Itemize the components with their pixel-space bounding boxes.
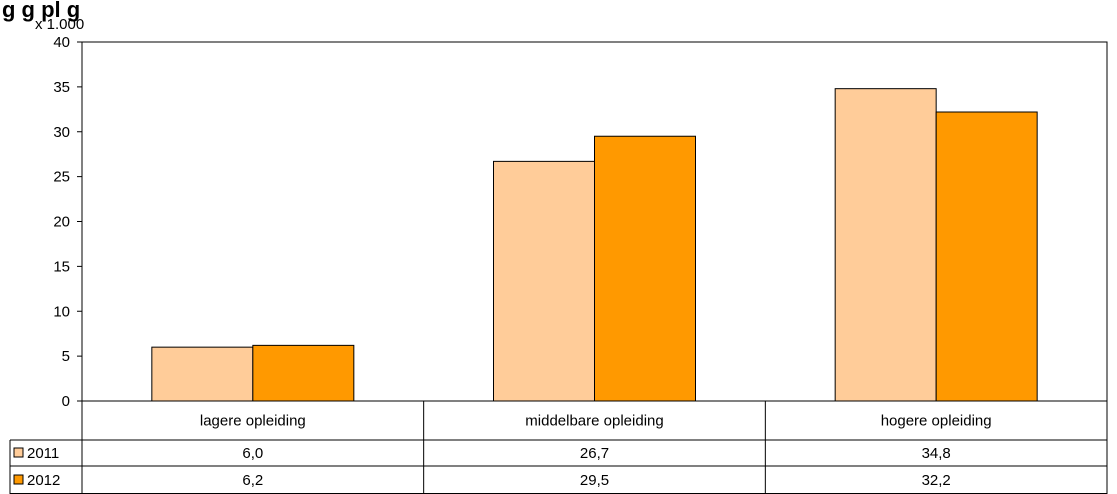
chart-title: g g pl g (2, 0, 80, 22)
value-label-2012-1: 29,5 (580, 472, 609, 489)
y-tick-label: 40 (53, 34, 70, 51)
value-label-2012-0: 6,2 (242, 472, 263, 489)
bar-2011-0 (151, 346, 254, 402)
y-tick-label: 10 (53, 303, 70, 320)
value-label-2011-2: 34,8 (922, 445, 951, 462)
value-label-2011-0: 6,0 (242, 445, 263, 462)
category-label: middelbare opleiding (525, 413, 663, 430)
bar-2011-1 (493, 160, 595, 402)
y-tick-label: 30 (53, 124, 70, 141)
value-label-2012-2: 32,2 (922, 472, 951, 489)
data-table: lagere opleiding middelbare opleiding hoge… (9, 400, 1108, 494)
legend-label-2011: 2011 (27, 445, 59, 462)
y-unit-label: x 1.000 (35, 16, 84, 33)
y-tick-label: 0 (62, 393, 70, 410)
y-tick-label: 25 (53, 169, 70, 186)
bar-2011-2 (834, 88, 937, 402)
legend-label-2012: 2012 (27, 472, 60, 489)
y-tick-label: 15 (53, 258, 70, 275)
category-label: lagere opleiding (200, 413, 306, 430)
y-tick-label: 35 (53, 79, 70, 96)
legend-key-2011 (13, 447, 24, 458)
category-label: hogere opleiding (881, 413, 992, 430)
bar-2012-2 (935, 111, 1038, 402)
legend-key-2012 (13, 474, 24, 485)
bar-2012-1 (594, 135, 696, 402)
plot-area: 0 5 10 15 20 25 30 35 40 (53, 34, 1108, 410)
y-tick-label: 20 (53, 214, 70, 231)
y-tick-label: 5 (62, 348, 70, 365)
value-label-2011-1: 26,7 (580, 445, 609, 462)
bar-2012-0 (252, 344, 355, 402)
